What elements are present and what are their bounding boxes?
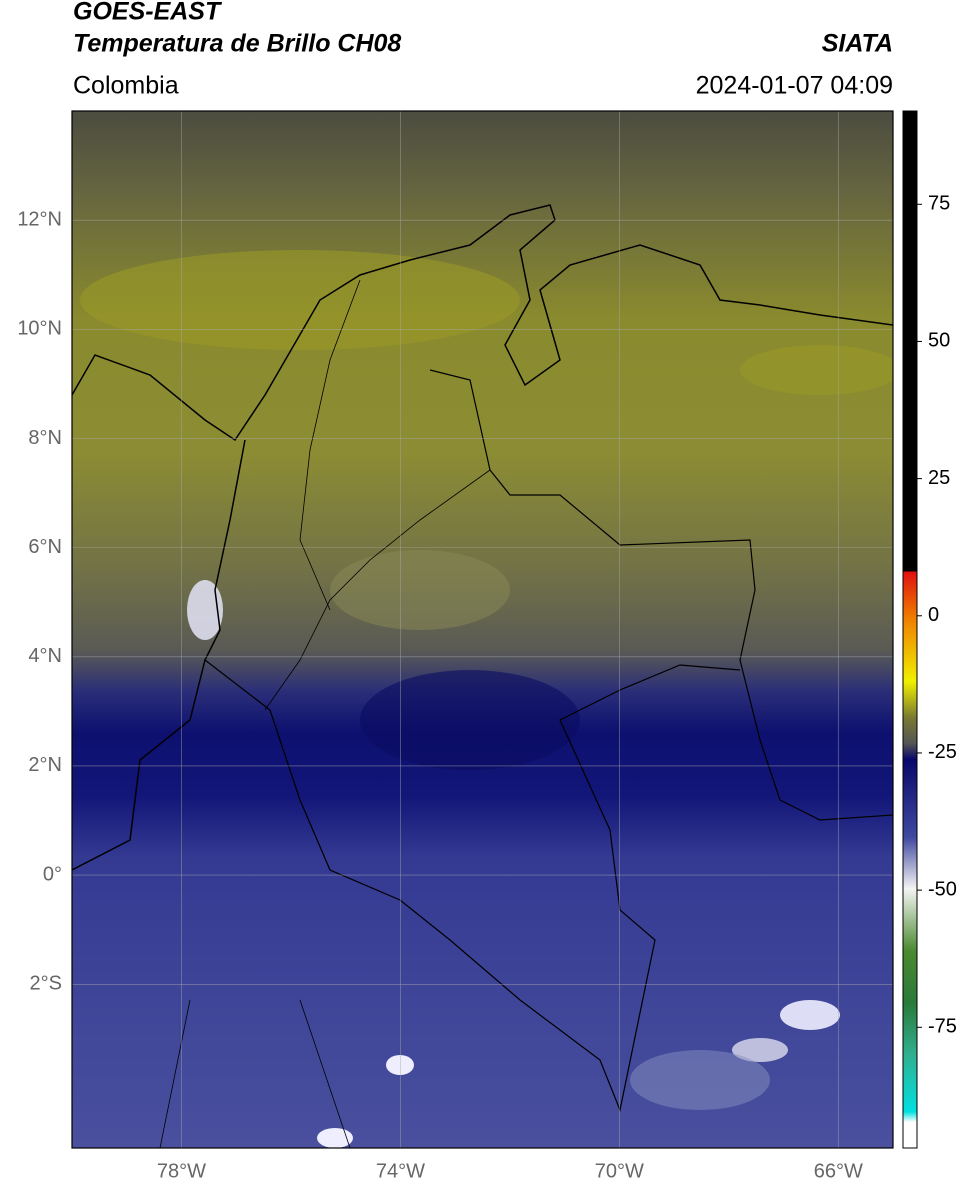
lon-tick-label: 70°W: [595, 1160, 644, 1182]
region: Colombia: [73, 72, 179, 100]
source: SIATA: [822, 30, 893, 58]
datetime: 2024-01-07 04:09: [696, 72, 893, 100]
lon-tick-label: 66°W: [814, 1160, 863, 1182]
lat-tick-label: 12°N: [17, 208, 62, 230]
colorbar-tick-label: -50: [928, 878, 957, 900]
colorbar-tick-label: -25: [928, 741, 957, 763]
lat-tick-label: 2°S: [30, 973, 62, 995]
lat-tick-label: 10°N: [17, 318, 62, 340]
lat-tick-label: 0°: [43, 863, 62, 885]
lat-tick-label: 4°N: [28, 645, 62, 667]
colorbar-tick-label: 50: [928, 330, 950, 352]
graticule: [72, 111, 893, 1148]
colorbar-tick-label: 0: [928, 604, 939, 626]
title: GOES-EAST: [73, 0, 223, 26]
lon-tick-label: 78°W: [157, 1160, 206, 1182]
map-image: [72, 111, 893, 1148]
colorbar-tick-label: 25: [928, 467, 950, 489]
subtitle: Temperatura de Brillo CH08: [73, 30, 401, 58]
colorbar-tick-label: 75: [928, 193, 950, 215]
lon-tick-label: 74°W: [376, 1160, 425, 1182]
colorbar: [902, 110, 918, 1149]
lat-tick-label: 8°N: [28, 427, 62, 449]
map-frame: [71, 110, 894, 1149]
colorbar-tick-label: -75: [928, 1016, 957, 1038]
lat-tick-label: 6°N: [28, 536, 62, 558]
lat-tick-label: 2°N: [28, 754, 62, 776]
